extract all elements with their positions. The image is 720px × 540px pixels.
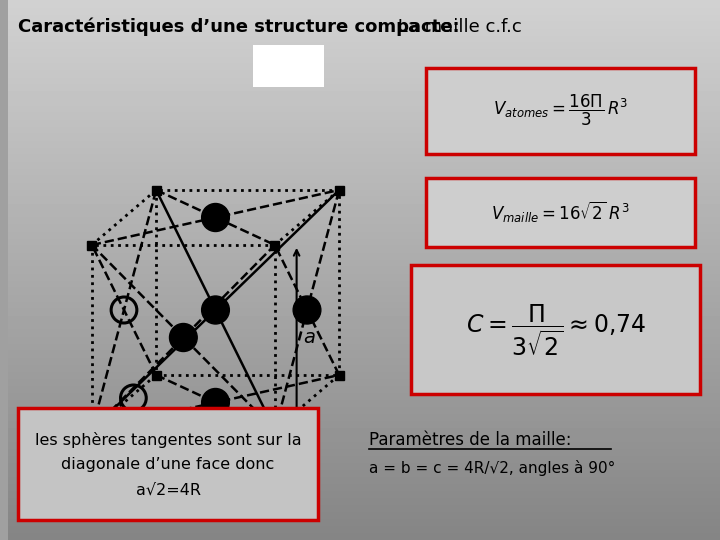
Text: a: a — [304, 328, 315, 347]
Bar — [335, 186, 343, 194]
Bar — [335, 370, 343, 380]
FancyBboxPatch shape — [18, 408, 318, 520]
Bar — [152, 370, 161, 380]
Circle shape — [169, 323, 197, 352]
Text: a√2=4R: a√2=4R — [135, 483, 200, 497]
Circle shape — [202, 388, 230, 416]
FancyBboxPatch shape — [426, 68, 696, 154]
Text: diagonale d’une face donc: diagonale d’une face donc — [61, 456, 274, 471]
Circle shape — [202, 204, 230, 232]
Text: $V_{maille} = 16\sqrt{2}\; R^3$: $V_{maille} = 16\sqrt{2}\; R^3$ — [491, 199, 630, 225]
Bar — [271, 240, 279, 249]
FancyBboxPatch shape — [411, 265, 701, 394]
Text: $C = \dfrac{\Pi}{3\sqrt{2}} \approx 0{,}74$: $C = \dfrac{\Pi}{3\sqrt{2}} \approx 0{,}… — [466, 302, 646, 358]
Circle shape — [293, 296, 321, 324]
Text: $V_{atomes} = \dfrac{16\Pi}{3}\, R^3$: $V_{atomes} = \dfrac{16\Pi}{3}\, R^3$ — [493, 92, 629, 127]
Text: a = b = c = 4R/√2, angles à 90°: a = b = c = 4R/√2, angles à 90° — [369, 460, 615, 476]
Circle shape — [202, 296, 230, 324]
Bar — [271, 426, 279, 435]
Bar — [253, 45, 324, 87]
FancyBboxPatch shape — [426, 178, 696, 247]
Text: les sphères tangentes sont sur la: les sphères tangentes sont sur la — [35, 432, 302, 448]
Bar — [152, 186, 161, 194]
Text: Caractéristiques d’une structure compacte:: Caractéristiques d’une structure compact… — [18, 18, 459, 37]
Text: La maille c.f.c: La maille c.f.c — [392, 18, 521, 36]
Text: a: a — [177, 456, 189, 475]
Text: Paramètres de la maille:: Paramètres de la maille: — [369, 431, 572, 449]
Bar — [87, 240, 96, 249]
Bar — [87, 426, 96, 435]
